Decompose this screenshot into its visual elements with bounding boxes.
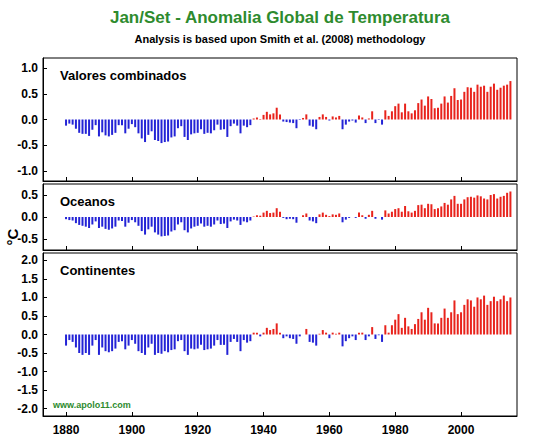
svg-text:°C: °C — [3, 228, 21, 246]
svg-text:1960: 1960 — [316, 423, 343, 437]
svg-text:Jan/Set - Anomalia Global de T: Jan/Set - Anomalia Global de Temperatura — [110, 8, 451, 27]
svg-text:-0.5: -0.5 — [17, 346, 38, 360]
svg-text:1900: 1900 — [119, 423, 146, 437]
svg-text:2.0: 2.0 — [21, 253, 38, 267]
svg-text:0.0: 0.0 — [21, 328, 38, 342]
svg-text:Valores combinados: Valores combinados — [60, 68, 186, 83]
svg-text:-0.5: -0.5 — [17, 138, 38, 152]
svg-text:0.0: 0.0 — [21, 113, 38, 127]
svg-text:1920: 1920 — [184, 423, 211, 437]
svg-text:1880: 1880 — [53, 423, 80, 437]
svg-text:0.5: 0.5 — [21, 87, 38, 101]
svg-text:-1.0: -1.0 — [17, 365, 38, 379]
svg-text:1980: 1980 — [382, 423, 409, 437]
svg-text:www.apolo11.com: www.apolo11.com — [52, 400, 131, 410]
svg-text:Oceanos: Oceanos — [60, 194, 115, 209]
svg-text:Analysis is based upon Smith e: Analysis is based upon Smith et al. (200… — [135, 33, 427, 45]
svg-text:2000: 2000 — [448, 423, 475, 437]
svg-text:-1.5: -1.5 — [17, 383, 38, 397]
svg-text:Continentes: Continentes — [60, 263, 135, 278]
svg-text:0.0: 0.0 — [21, 210, 38, 224]
svg-text:1.0: 1.0 — [21, 61, 38, 75]
svg-text:1.0: 1.0 — [21, 290, 38, 304]
svg-text:1940: 1940 — [250, 423, 277, 437]
svg-text:0.5: 0.5 — [21, 188, 38, 202]
svg-text:-0.5: -0.5 — [17, 232, 38, 246]
svg-text:1.5: 1.5 — [21, 272, 38, 286]
svg-text:0.5: 0.5 — [21, 309, 38, 323]
svg-text:-2.0: -2.0 — [17, 402, 38, 416]
svg-text:-1.0: -1.0 — [17, 164, 38, 178]
